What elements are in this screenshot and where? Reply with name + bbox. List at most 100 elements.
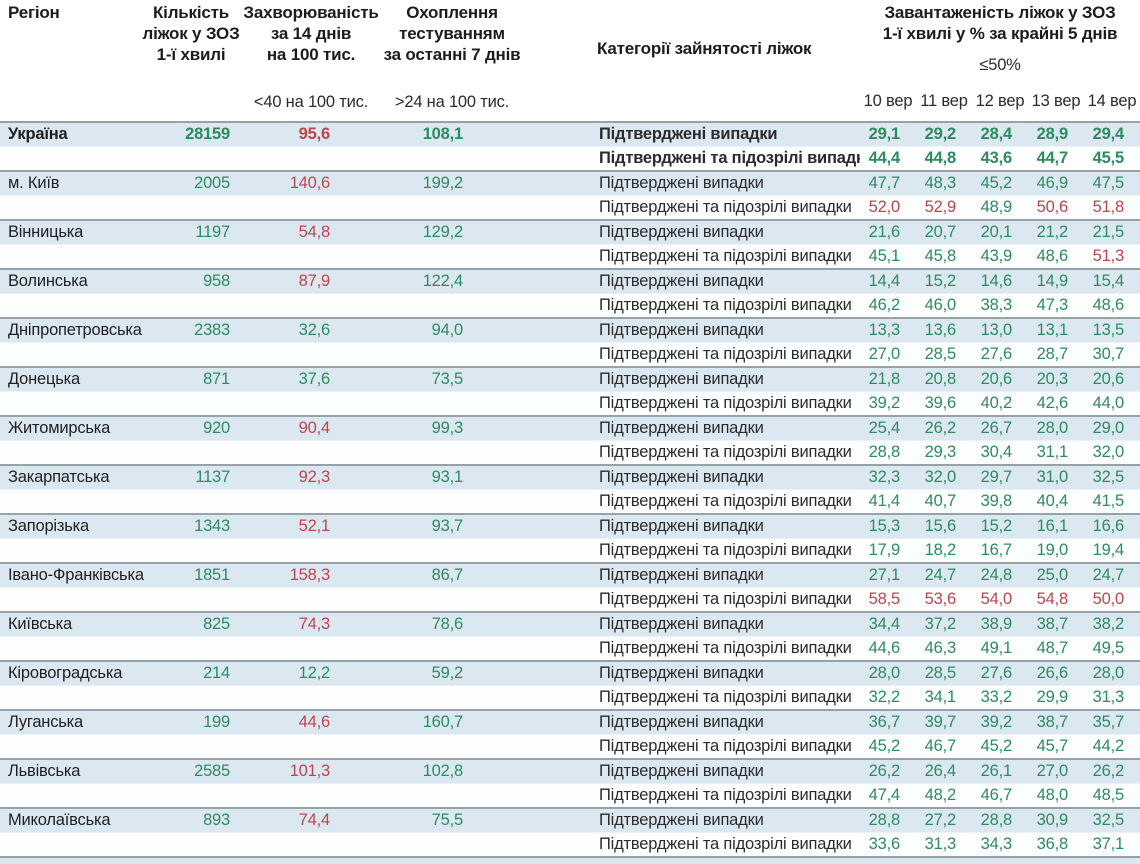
- occupancy-value: 29,9: [1036, 687, 1069, 706]
- region-name: Волинська: [8, 272, 88, 291]
- occupancy-value: 48,6: [1092, 295, 1125, 314]
- category-label-confirmed-suspected: Підтверджені та підозрілі випадки: [599, 638, 852, 657]
- region-block: Київська 825 74,3 78,6 Підтверджені випадки П…: [0, 611, 1140, 660]
- occupancy-value: 44,2: [1092, 736, 1125, 755]
- occupancy-value: 26,4: [924, 762, 957, 781]
- occupancy-value: 28,4: [980, 125, 1013, 144]
- region-name: Миколаївська: [8, 811, 111, 830]
- category-label-confirmed-suspected: Підтверджені та підозрілі випадки: [599, 393, 852, 412]
- occupancy-value: 32,0: [924, 468, 957, 487]
- occupancy-value: 38,3: [980, 295, 1013, 314]
- occupancy-value: 41,5: [1092, 491, 1125, 510]
- occupancy-value: 45,8: [924, 246, 957, 265]
- occupancy-value: 32,5: [1092, 811, 1125, 830]
- category-label-confirmed-suspected: Підтверджені та підозрілі випадки: [599, 197, 852, 216]
- occupancy-value: 28,8: [868, 442, 901, 461]
- occupancy-value: 13,1: [1036, 321, 1069, 340]
- occupancy-value: 42,6: [1036, 393, 1069, 412]
- occupancy-value: 30,9: [1036, 811, 1069, 830]
- occupancy-value: 28,8: [980, 811, 1013, 830]
- beds-value: 958: [203, 272, 230, 291]
- testing-value: 73,5: [431, 370, 464, 389]
- occupancy-threshold-label: ≤50%: [979, 56, 1021, 74]
- partial-next-row: [0, 856, 1140, 864]
- occupancy-value: 13,3: [868, 321, 901, 340]
- occupancy-value: 26,7: [980, 419, 1013, 438]
- occupancy-value: 39,7: [924, 713, 957, 732]
- occupancy-value: 15,4: [1092, 272, 1125, 291]
- occupancy-value: 51,8: [1092, 197, 1125, 216]
- occupancy-value: 27,0: [1036, 762, 1069, 781]
- region-name: Донецька: [8, 370, 81, 389]
- beds-value: 1851: [194, 566, 230, 585]
- testing-value: 108,1: [422, 125, 463, 144]
- occupancy-value: 28,9: [1036, 125, 1069, 144]
- incidence-value: 90,4: [298, 419, 331, 438]
- occupancy-value: 44,0: [1092, 393, 1125, 412]
- occupancy-value: 20,3: [1036, 370, 1069, 389]
- incidence-value: 92,3: [298, 468, 331, 487]
- occupancy-value: 38,9: [980, 615, 1013, 634]
- category-label-confirmed: Підтверджені випадки: [599, 517, 764, 536]
- beds-value: 2005: [194, 174, 230, 193]
- region-block: Миколаївська 893 74,4 75,5 Підтверджені випа…: [0, 807, 1140, 856]
- beds-value: 1197: [195, 223, 230, 242]
- occupancy-value: 39,2: [980, 713, 1013, 732]
- occupancy-value: 20,6: [1092, 370, 1125, 389]
- category-label-confirmed: Підтверджені випадки: [599, 125, 778, 144]
- testing-value: 199,2: [422, 174, 463, 193]
- incidence-threshold-label: <40 на 100 тис.: [253, 93, 369, 111]
- testing-value: 122,4: [422, 272, 463, 291]
- region-name: Україна: [8, 125, 68, 144]
- column-header-occupancy: Завантаженість ліжок у ЗОЗ 1-ї хвилі у %…: [882, 3, 1118, 43]
- beds-value: 825: [203, 615, 230, 634]
- incidence-value: 52,1: [298, 517, 331, 536]
- testing-value: 59,2: [431, 664, 464, 683]
- occupancy-value: 38,2: [1092, 615, 1125, 634]
- category-label-confirmed-suspected: Підтверджені та підозрілі випадки: [599, 442, 852, 461]
- incidence-value: 87,9: [298, 272, 331, 291]
- date-columns-header: 10 вер 11 вер 12 вер 13 вер 14 вер: [860, 92, 1140, 111]
- occupancy-value: 46,0: [924, 295, 957, 314]
- category-label-confirmed: Підтверджені випадки: [599, 811, 764, 830]
- beds-value: 1137: [195, 468, 230, 487]
- occupancy-value: 25,4: [868, 419, 901, 438]
- date-column-label: 12 вер: [975, 92, 1025, 110]
- region-name: м. Київ: [8, 174, 60, 193]
- occupancy-value: 13,6: [924, 321, 957, 340]
- occupancy-value: 51,3: [1092, 246, 1125, 265]
- beds-value: 1343: [194, 517, 230, 536]
- occupancy-value: 21,5: [1092, 223, 1125, 242]
- region-name: Вінницька: [8, 223, 84, 242]
- occupancy-value: 24,8: [980, 566, 1013, 585]
- column-header-beds: Кількість ліжок у ЗОЗ 1-ї хвилі: [142, 3, 240, 64]
- column-header-incidence: Захворюваність за 14 днів на 100 тис.: [243, 3, 379, 64]
- category-label-confirmed-suspected: Підтверджені та підозрілі випадки: [599, 148, 860, 167]
- occupancy-value: 34,1: [924, 687, 957, 706]
- region-name: Житомирська: [8, 419, 111, 438]
- occupancy-value: 32,3: [868, 468, 901, 487]
- category-label-confirmed-suspected: Підтверджені та підозрілі випадки: [599, 295, 852, 314]
- occupancy-value: 46,7: [980, 785, 1013, 804]
- region-name: Львівська: [8, 762, 81, 781]
- category-label-confirmed-suspected: Підтверджені та підозрілі випадки: [599, 344, 852, 363]
- occupancy-value: 46,2: [868, 295, 901, 314]
- beds-value: 871: [203, 370, 230, 389]
- occupancy-value: 29,7: [980, 468, 1013, 487]
- category-label-confirmed: Підтверджені випадки: [599, 419, 764, 438]
- occupancy-value: 16,6: [1092, 517, 1125, 536]
- occupancy-value: 21,8: [868, 370, 901, 389]
- region-name: Закарпатська: [8, 468, 110, 487]
- category-label-confirmed: Підтверджені випадки: [599, 713, 764, 732]
- occupancy-value: 25,0: [1036, 566, 1069, 585]
- occupancy-value: 31,0: [1036, 468, 1069, 487]
- occupancy-value: 46,3: [924, 638, 957, 657]
- region-block: Вінницька 1197 54,8 129,2 Підтверджені випад…: [0, 219, 1140, 268]
- occupancy-value: 32,0: [1092, 442, 1125, 461]
- occupancy-value: 21,2: [1036, 223, 1069, 242]
- beds-value: 214: [203, 664, 230, 683]
- incidence-value: 37,6: [298, 370, 331, 389]
- occupancy-value: 45,5: [1092, 148, 1125, 167]
- occupancy-value: 43,9: [980, 246, 1013, 265]
